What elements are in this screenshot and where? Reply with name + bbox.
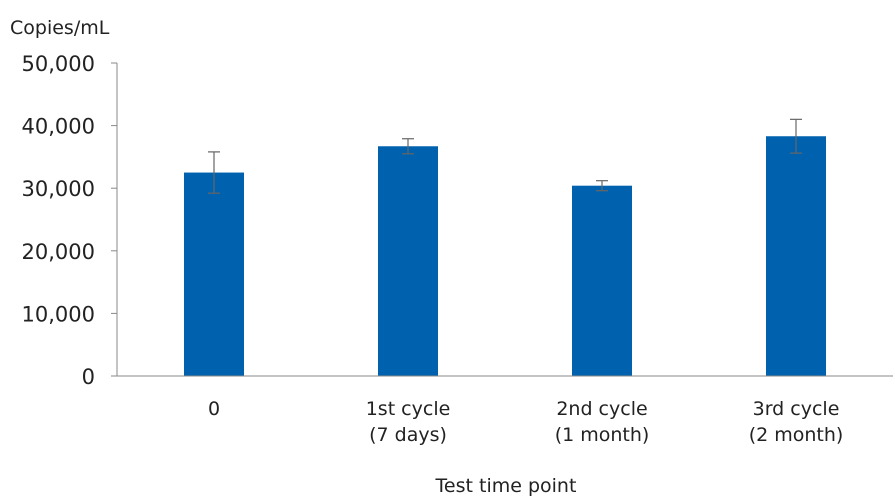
error-bar	[208, 151, 220, 194]
bar	[184, 172, 244, 376]
category-label: 0	[208, 398, 220, 420]
y-axis-title: Copies/mL	[10, 17, 110, 39]
y-tick-label: 10,000	[22, 302, 95, 326]
error-bar	[790, 118, 802, 154]
y-tick-label: 50,000	[22, 52, 95, 76]
error-bar	[402, 138, 414, 155]
bar	[378, 146, 438, 376]
y-tick-label: 30,000	[22, 177, 95, 201]
y-tick-label: 0	[82, 365, 95, 389]
y-tick-label: 40,000	[22, 115, 95, 139]
bar	[572, 185, 632, 376]
category-label: 1st cycle (7 days)	[366, 398, 451, 446]
y-tick-label: 20,000	[22, 240, 95, 264]
error-bar	[596, 180, 608, 192]
category-label: 3rd cycle (2 month)	[749, 398, 844, 446]
x-axis-title: Test time point	[435, 475, 577, 497]
category-label: 2nd cycle (1 month)	[555, 398, 650, 446]
bar	[766, 136, 826, 376]
